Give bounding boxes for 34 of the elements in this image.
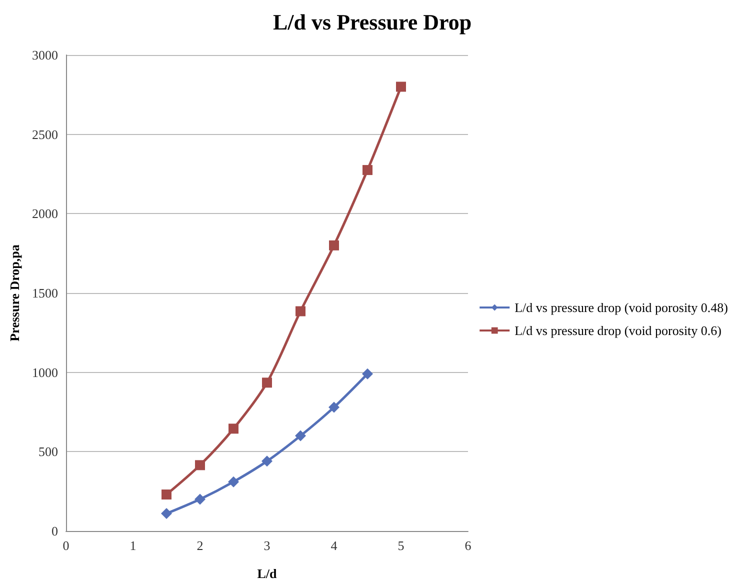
point: [396, 82, 406, 92]
legend-label: L/d vs pressure drop (void porosity 0.48): [514, 300, 728, 315]
y-tick-label: 500: [38, 444, 58, 460]
point: [362, 165, 372, 176]
point: [295, 430, 306, 442]
y-axis-title: Pressure Drop,pa: [7, 244, 22, 342]
y-tick-label: 0: [52, 524, 58, 538]
x-tick-label: 2: [196, 538, 204, 553]
x-axis-title: L/d: [257, 566, 278, 581]
point: [262, 378, 272, 388]
point: [262, 456, 272, 467]
point: [328, 402, 340, 413]
y-tick-label: 1000: [32, 364, 58, 380]
point: [362, 368, 373, 380]
chart-title: L/d vs Pressure Drop: [273, 10, 472, 34]
x-tick-label: 3: [264, 538, 270, 553]
point: [161, 508, 172, 520]
point: [162, 490, 172, 500]
point: [329, 240, 339, 250]
point: [228, 424, 238, 434]
y-tick-label: 1500: [32, 286, 58, 300]
x-tick-label: 5: [398, 538, 404, 553]
x-tick-label: 0: [62, 538, 70, 553]
x-tick-label: 6: [464, 538, 472, 553]
legend-label: L/d vs pressure drop (void porosity 0.6): [514, 323, 722, 338]
y-tick-label: 3000: [32, 48, 58, 62]
y-tick-label: 2000: [32, 206, 58, 222]
x-tick-label: 1: [130, 538, 136, 553]
x-tick-label: 4: [330, 538, 338, 553]
point: [296, 306, 306, 316]
point: [195, 460, 205, 470]
y-tick-label: 2500: [32, 126, 58, 142]
point: [228, 476, 239, 488]
point: [194, 494, 206, 505]
